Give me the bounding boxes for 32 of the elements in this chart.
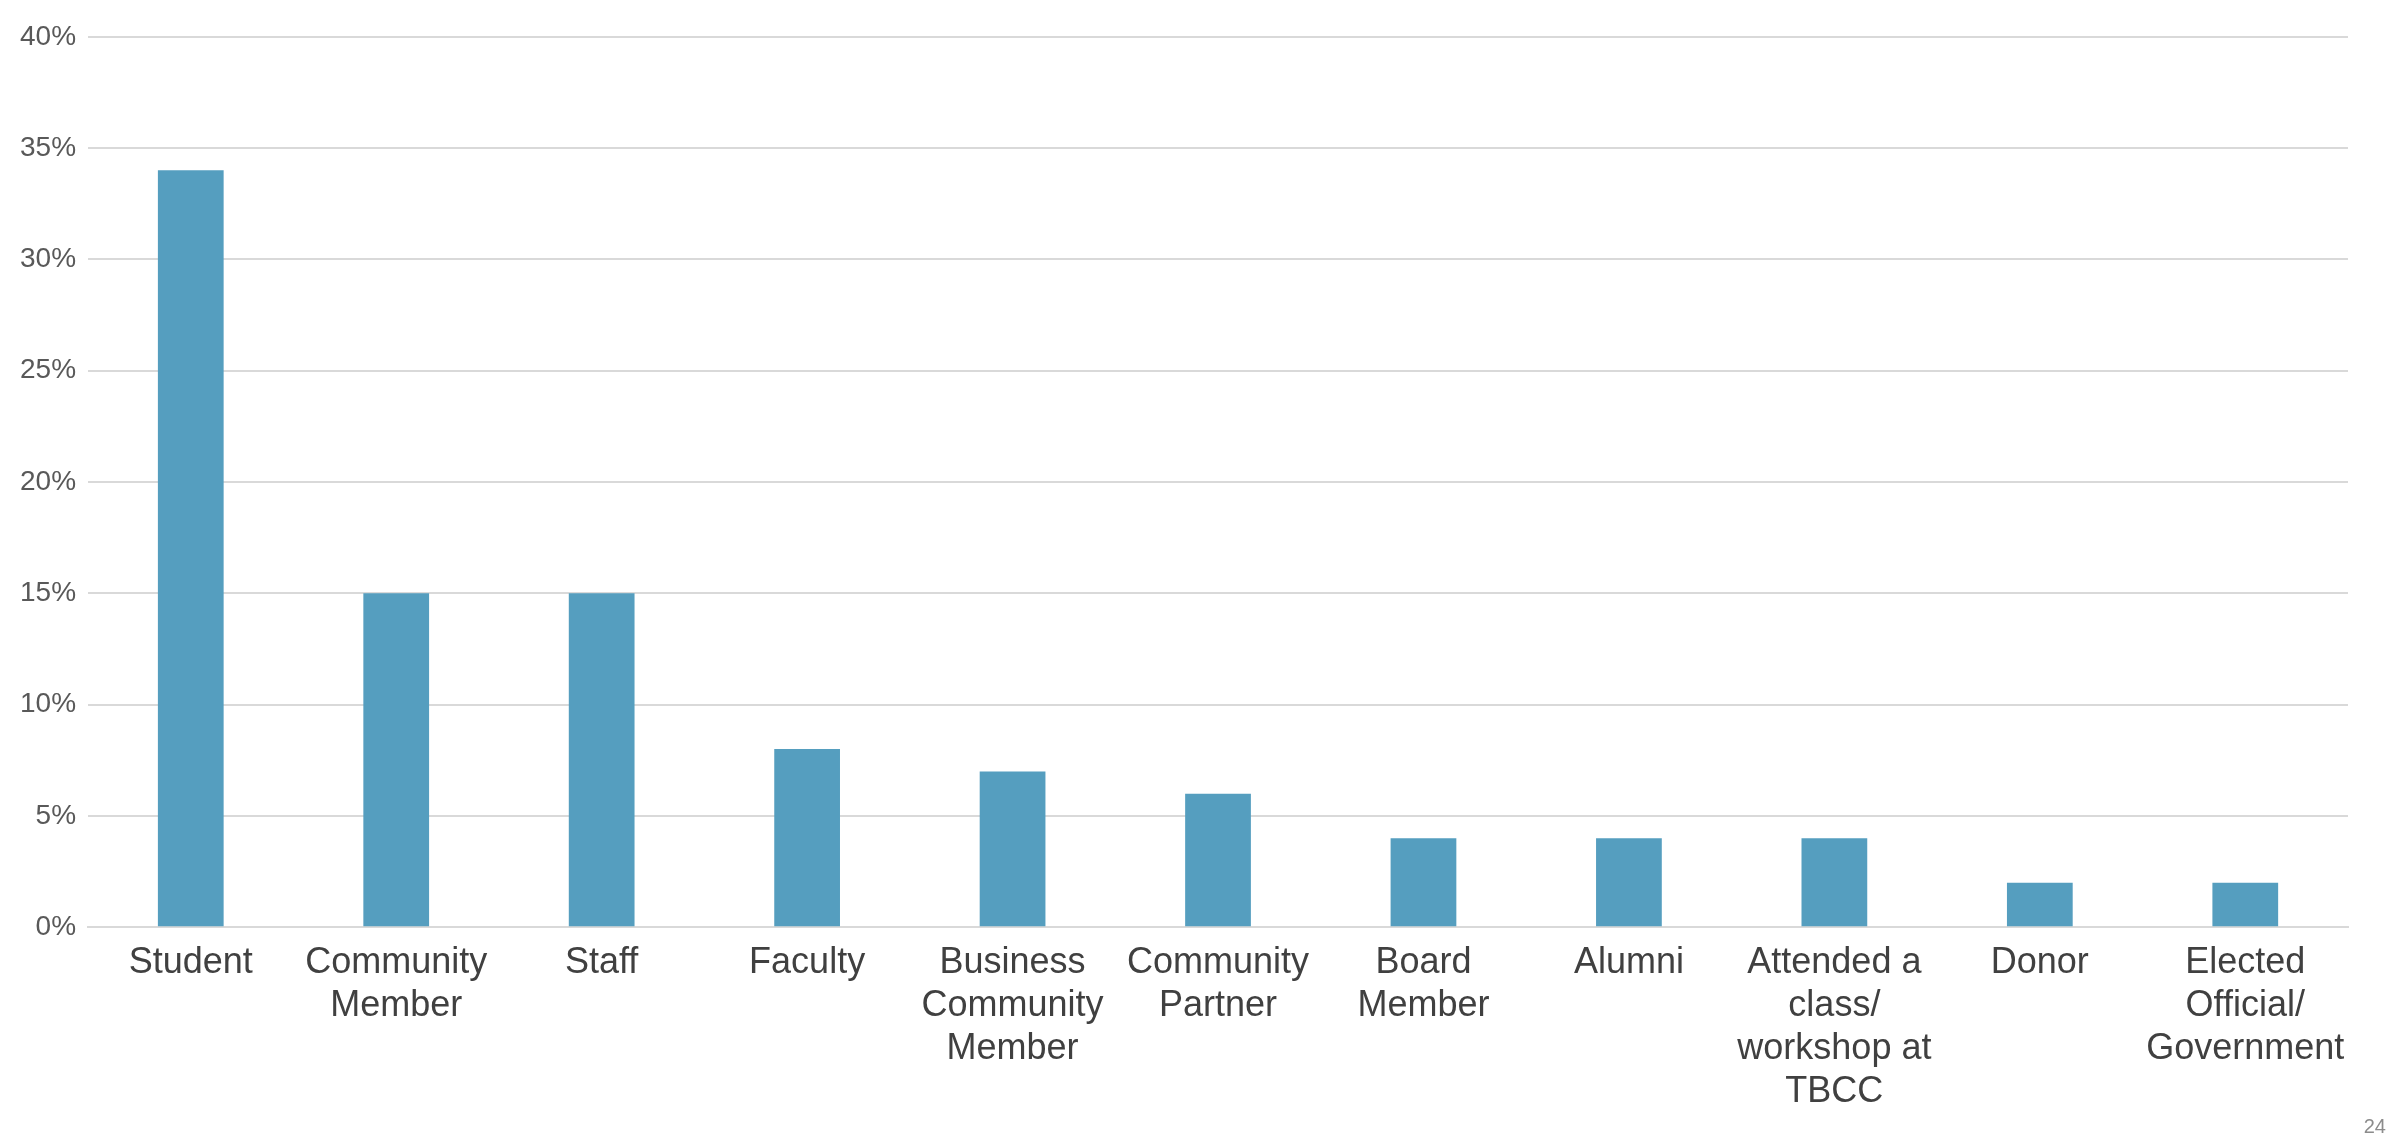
y-tick-label: 0% xyxy=(35,909,77,941)
x-tick-label: Board Member xyxy=(1357,939,1490,1024)
bar xyxy=(1185,793,1251,927)
bar xyxy=(2006,882,2073,927)
x-tick-label: Staff xyxy=(564,939,640,981)
y-tick-label: 30% xyxy=(19,242,77,274)
x-tick-label: Alumni xyxy=(1573,939,1684,981)
y-tick-label: 35% xyxy=(19,130,77,162)
x-tick-label: Attended a class/ workshop at TBCC xyxy=(1736,939,1932,1111)
x-tick-label: Community Partner xyxy=(1127,939,1310,1024)
x-tick-label: Donor xyxy=(1990,939,2089,981)
bar xyxy=(979,771,1046,927)
bar xyxy=(157,170,224,927)
bar xyxy=(774,749,840,927)
y-tick-label: 25% xyxy=(19,353,77,385)
text: 24 xyxy=(2363,1115,2386,1138)
y-tick-label: 40% xyxy=(19,19,77,51)
bar xyxy=(1390,838,1457,927)
bar xyxy=(1596,838,1662,927)
bar xyxy=(1801,838,1868,927)
x-tick-label: Faculty xyxy=(749,939,866,981)
y-tick-label: 15% xyxy=(19,576,77,608)
y-tick-label: 5% xyxy=(35,798,77,830)
x-tick-label: Student xyxy=(128,939,253,981)
x-tick-label: Elected Official/ Government xyxy=(2146,939,2345,1068)
bar xyxy=(568,593,635,927)
x-tick-label: Business Community Member xyxy=(921,939,1104,1068)
y-tick-label: 20% xyxy=(19,464,77,496)
y-tick-label: 10% xyxy=(19,687,77,719)
bar xyxy=(2212,882,2279,927)
x-tick-label: Community Member xyxy=(305,939,488,1024)
bar xyxy=(363,593,430,927)
